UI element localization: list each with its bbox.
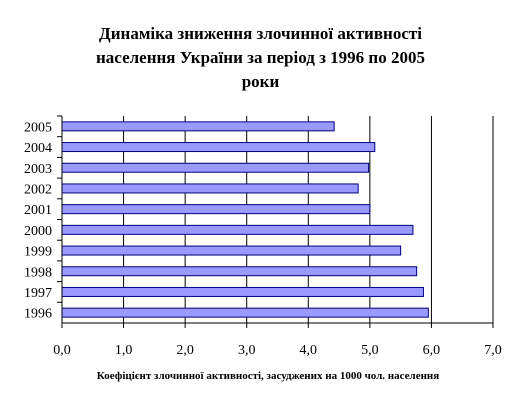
x-tick-label: 1,0	[115, 343, 133, 358]
bar-1996	[61, 307, 429, 318]
x-tick-labels: 0,0 1,0 2,0 3,0 4,0 5,0 6,0 7,0	[53, 343, 502, 358]
y-tick-label: 1999	[24, 245, 52, 260]
x-tick-label: 2,0	[176, 343, 194, 358]
y-tick-label: 2004	[24, 141, 52, 156]
bar-1998	[61, 266, 418, 277]
bar-1997	[61, 286, 424, 297]
y-tick-label: 1996	[24, 307, 52, 322]
y-tick-label: 2002	[24, 182, 52, 197]
y-tick-label: 2003	[24, 162, 52, 177]
y-tick-labels: 2005 2004 2003 2002 2001 2000 1999 1998 1997 1996	[24, 120, 52, 321]
y-tick-label: 1998	[24, 265, 52, 280]
bars	[61, 121, 429, 318]
chart-title-line-3: роки	[241, 72, 280, 91]
x-tick-label: 0,0	[53, 343, 71, 358]
bar-2004	[61, 142, 376, 153]
x-axis-label: Коефіцієнт злочинної активності, засудже…	[97, 370, 439, 382]
y-tick-label: 2000	[24, 224, 52, 239]
bar-2001	[61, 204, 371, 215]
chart-title-line-2: населення України за період з 1996 по 20…	[96, 48, 425, 67]
x-tick-label: 7,0	[484, 343, 502, 358]
bar-2003	[61, 162, 370, 173]
y-tick-label: 2005	[24, 120, 52, 135]
axes	[57, 115, 494, 328]
chart-title-line-1: Динаміка зниження злочинної активності	[99, 24, 422, 43]
y-tick-label: 2001	[24, 203, 52, 218]
bar-2005	[61, 121, 335, 132]
bar-1999	[61, 245, 402, 256]
bar-2002	[61, 183, 359, 194]
y-tick-label: 1997	[24, 286, 52, 301]
x-tick-label: 4,0	[300, 343, 318, 358]
bar-2000	[61, 224, 414, 235]
chart-title: Динаміка зниження злочинної активності н…	[0, 22, 521, 94]
x-tick-label: 5,0	[361, 343, 379, 358]
x-tick-label: 3,0	[238, 343, 256, 358]
x-tick-label: 6,0	[423, 343, 441, 358]
